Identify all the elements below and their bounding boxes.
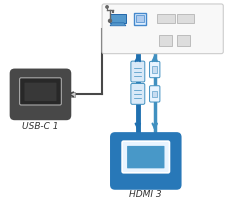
FancyBboxPatch shape (120, 177, 170, 185)
Bar (133, 14, 145, 26)
FancyBboxPatch shape (126, 146, 164, 168)
Circle shape (108, 20, 111, 23)
FancyBboxPatch shape (130, 84, 144, 105)
FancyBboxPatch shape (122, 141, 169, 173)
FancyBboxPatch shape (10, 69, 71, 121)
Bar (65, 92, 75, 97)
FancyBboxPatch shape (110, 132, 181, 190)
Circle shape (105, 7, 108, 9)
Bar (111, 12, 114, 14)
Text: HDMI 3: HDMI 3 (129, 189, 161, 198)
FancyBboxPatch shape (24, 83, 56, 102)
Bar (152, 91, 156, 98)
Text: USB-C 1: USB-C 1 (22, 122, 58, 131)
FancyBboxPatch shape (20, 109, 61, 116)
FancyBboxPatch shape (102, 5, 222, 54)
FancyBboxPatch shape (130, 62, 144, 83)
Bar (152, 67, 156, 73)
Bar (110, 15, 125, 24)
Bar (176, 36, 189, 46)
Bar (158, 36, 171, 46)
Bar (156, 15, 174, 24)
FancyBboxPatch shape (20, 78, 61, 105)
FancyBboxPatch shape (149, 62, 159, 78)
Bar (135, 16, 143, 23)
Bar (176, 15, 194, 24)
Polygon shape (110, 24, 125, 27)
FancyBboxPatch shape (149, 86, 159, 103)
